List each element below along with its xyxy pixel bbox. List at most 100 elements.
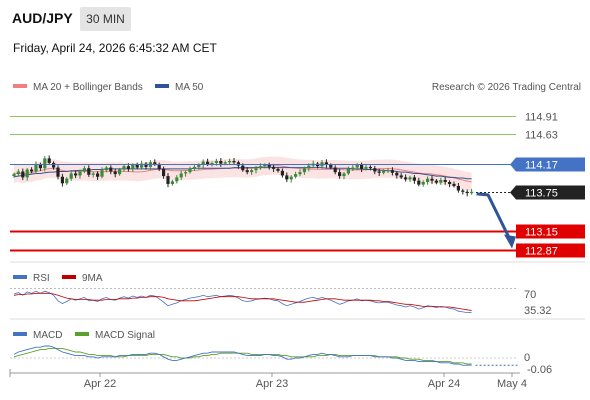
bollinger-band-area	[14, 156, 472, 192]
price-levels: 114.91 114.63 114.17 113.75 113.15 112.87	[10, 112, 585, 258]
level-114-91: 114.91	[10, 112, 558, 124]
candle	[140, 160, 144, 170]
candle	[294, 171, 298, 179]
candle	[465, 189, 469, 197]
level-114-63: 114.63	[10, 130, 558, 142]
candle	[250, 168, 254, 175]
candle	[272, 163, 276, 173]
rsi-panel	[10, 287, 516, 314]
candle	[219, 158, 223, 167]
candle	[456, 182, 460, 193]
rsi-70-label: 70	[524, 289, 536, 301]
candle	[78, 169, 82, 179]
candle	[333, 165, 337, 175]
candle	[47, 155, 51, 165]
macd-signal-legend-label: MACD Signal	[95, 330, 155, 341]
rsi-legend-swatch	[13, 275, 27, 279]
x-tick-may4: May 4	[497, 378, 527, 390]
x-tick-apr24: Apr 24	[428, 378, 460, 390]
symbol-title: AUD/JPY	[12, 10, 73, 26]
candle	[34, 161, 38, 174]
candle	[21, 168, 25, 181]
level-113-15: 113.15	[10, 224, 585, 239]
candle	[324, 159, 328, 169]
candle	[96, 171, 100, 180]
candle	[439, 177, 443, 185]
level-tag	[516, 157, 585, 172]
macd-zero-label: 0	[524, 352, 530, 364]
candle	[373, 165, 377, 175]
price-panel	[12, 155, 474, 197]
rsi-legend-label: RSI	[33, 273, 50, 284]
candle	[267, 162, 271, 170]
bollinger-legend-swatch	[13, 84, 27, 88]
candle	[430, 175, 434, 184]
price-tag	[516, 185, 585, 200]
candle	[232, 158, 236, 165]
level-label: 113.75	[525, 188, 558, 200]
candle	[351, 164, 355, 172]
macd-value-label: -0.06	[527, 364, 552, 376]
candle	[188, 166, 192, 174]
level-tag	[516, 243, 585, 258]
bollinger-legend-label: MA 20 + Bollinger Bands	[33, 82, 143, 93]
rsi-ma-legend-swatch	[62, 275, 76, 279]
candle	[91, 171, 95, 178]
macd-legend-label: MACD	[33, 330, 62, 341]
watermark-text: Research © 2026 Trading Central	[432, 82, 581, 93]
time-axis-ticks: Apr 22 Apr 23 Apr 24 May 4	[84, 373, 527, 390]
x-tick-apr23: Apr 23	[256, 378, 288, 390]
candle	[104, 165, 108, 173]
candle	[390, 167, 394, 176]
candle	[25, 167, 29, 181]
timeframe-button[interactable]: 30 MIN	[80, 7, 131, 31]
candle	[118, 167, 122, 176]
macd-signal-line	[13, 347, 472, 365]
candle	[382, 169, 386, 175]
level-113-75: 113.75	[476, 185, 585, 200]
candle	[60, 173, 64, 187]
candle	[417, 177, 421, 187]
candle	[285, 172, 289, 183]
macd-signal-legend-swatch	[75, 332, 89, 336]
level-label: 112.87	[525, 246, 558, 258]
candle	[342, 171, 346, 180]
rsi-line	[13, 290, 472, 314]
level-tag	[516, 224, 585, 239]
candle	[184, 170, 188, 177]
candle	[338, 169, 342, 179]
candle	[452, 181, 456, 188]
ma50-legend-label: MA 50	[175, 82, 204, 93]
candle	[461, 188, 465, 195]
candle	[412, 175, 416, 184]
candle	[69, 171, 73, 181]
candle	[448, 180, 452, 188]
candle	[52, 161, 56, 170]
candle	[87, 165, 91, 177]
candle	[302, 166, 306, 175]
candle	[82, 165, 86, 174]
candle	[43, 156, 47, 172]
x-tick-apr22: Apr 22	[84, 378, 116, 390]
candle	[65, 177, 69, 185]
candle	[179, 170, 183, 181]
candle	[434, 179, 438, 185]
candle	[74, 170, 78, 179]
candle	[289, 175, 293, 183]
candle	[175, 175, 179, 184]
candle	[426, 176, 430, 185]
candle	[298, 169, 302, 177]
candle	[399, 173, 403, 180]
candle	[122, 163, 126, 172]
candle	[166, 173, 170, 188]
candle	[144, 161, 148, 170]
candle	[386, 167, 390, 173]
macd-legend: MACD MACD Signal	[13, 330, 155, 341]
level-112-87: 112.87	[10, 243, 585, 258]
candle	[12, 172, 16, 178]
candle	[245, 167, 249, 175]
datetime-label: Friday, April 24, 2026 6:45:32 AM CET	[13, 41, 217, 55]
level-label: 113.15	[525, 227, 558, 239]
candle	[443, 177, 447, 185]
